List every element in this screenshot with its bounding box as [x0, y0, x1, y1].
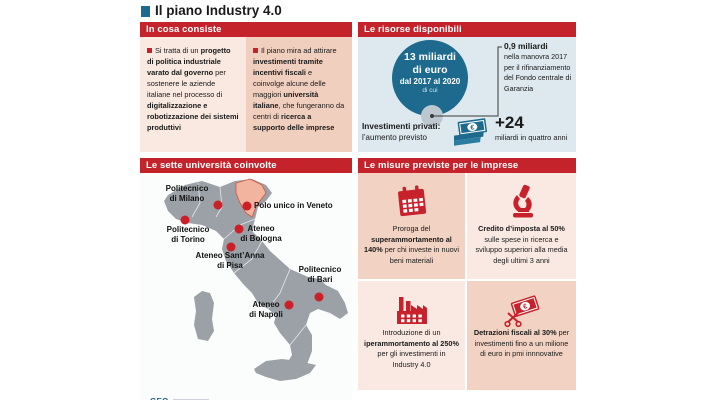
map-dot-veneto: [242, 201, 252, 211]
italy-map: Politecnico di Milano Polo unico in Venet…: [140, 173, 352, 400]
section-header-universita: Le sette università coinvolte: [140, 158, 352, 173]
agency-logo: GEO: [150, 391, 209, 400]
consiste-col2: Il piano mira ad attirare investimenti t…: [246, 37, 352, 152]
funds-amount: 13 miliardi: [404, 51, 456, 63]
measure-box-detrazioni: € Detrazioni fiscali al 30% per investim…: [467, 281, 576, 390]
section-header-consiste: In cosa consiste: [140, 22, 352, 37]
measure-text: Detrazioni fiscali al 30% per investimen…: [473, 328, 570, 358]
resources-panel: 13 miliardi di euro dal 2017 al 2020 di …: [358, 37, 576, 152]
map-dot-napoli: [284, 300, 294, 310]
consiste-col2-text: Il piano mira ad attirare investimenti t…: [253, 46, 345, 132]
university-dots: [180, 200, 324, 310]
map-label-torino: Politecnico di Torino: [166, 225, 210, 244]
map-label-bologna: Ateneo di Bologna: [240, 224, 282, 243]
factory-icon: [358, 294, 465, 331]
funds-period: dal 2017 al 2020: [399, 77, 461, 86]
section-header-misure: Le misure previste per le imprese: [358, 158, 576, 173]
scissors-banknote-icon: €: [467, 294, 576, 333]
measure-text: Introduzione di un iperammortamento al 2…: [364, 328, 459, 369]
measure-text: Credito d’imposta al 50% sulle spese in …: [475, 224, 568, 265]
consiste-col1-text: Si tratta di un progetto di politica ind…: [147, 46, 239, 132]
banknotes-icon: €: [450, 117, 492, 152]
left-column: In cosa consiste Si tratta di un progett…: [140, 0, 352, 400]
section-header-risorse: Le risorse disponibili: [358, 22, 576, 37]
content-area: Il piano Industry 4.0 In cosa consiste S…: [140, 0, 576, 400]
map-label-bari: Politecnico di Bari: [298, 265, 342, 284]
map-dot-milano: [213, 200, 223, 210]
region-borders: [191, 182, 307, 346]
measure-box-credito-imposta: Credito d’imposta al 50% sulle spese in …: [467, 173, 576, 279]
right-column: Le risorse disponibili 13 miliardi di eu…: [358, 0, 576, 400]
map-dot-torino: [180, 215, 190, 225]
bullet-square-icon: [147, 48, 152, 53]
page-title: Il piano Industry 4.0: [155, 3, 282, 18]
measure-box-superammortamento: Proroga del superammortamento al 140% pe…: [358, 173, 465, 279]
consiste-col1: Si tratta di un progetto di politica ind…: [140, 37, 246, 152]
sardinia-shape: [194, 291, 214, 341]
map-label-napoli: Ateneo di Napoli: [249, 300, 283, 319]
italy-mainland-shape: [164, 179, 348, 377]
italy-map-svg: [164, 178, 348, 381]
manovra-callout: 0,9 miliardi nella manovra 2017 per il ri…: [504, 41, 574, 94]
connector-dot: [430, 114, 434, 118]
title-square-icon: [141, 6, 150, 17]
callout-amount: 0,9 miliardi: [504, 41, 548, 51]
map-label-veneto: Polo unico in Veneto: [254, 201, 333, 210]
microscope-icon: [467, 184, 576, 225]
agency-logo-text: GEO: [150, 397, 169, 400]
measure-text: Proroga del superammortamento al 140% pe…: [364, 224, 459, 265]
map-label-milano: Politecnico di Milano: [165, 184, 209, 203]
svg-text:€: €: [470, 124, 475, 131]
map-dot-pisa: [226, 242, 236, 252]
svg-text:€: €: [522, 303, 528, 311]
measures-grid: Proroga del superammortamento al 140% pe…: [358, 173, 576, 390]
map-dot-bari: [314, 292, 324, 302]
private-increase-value: +24: [495, 113, 524, 132]
sicily-shape: [254, 359, 316, 381]
bullet-square-icon: [253, 48, 258, 53]
map-label-pisa: Ateneo Sant’Anna di Pisa: [195, 251, 265, 270]
private-increase-caption: miliardi in quattro anni: [495, 133, 568, 142]
measure-box-iperammortamento: Introduzione di un iperammortamento al 2…: [358, 281, 465, 390]
map-dot-bologna: [234, 224, 244, 234]
calendar-icon: [358, 184, 465, 225]
private-investments-label: Investimenti privati: l’aumento previsto: [362, 121, 441, 142]
